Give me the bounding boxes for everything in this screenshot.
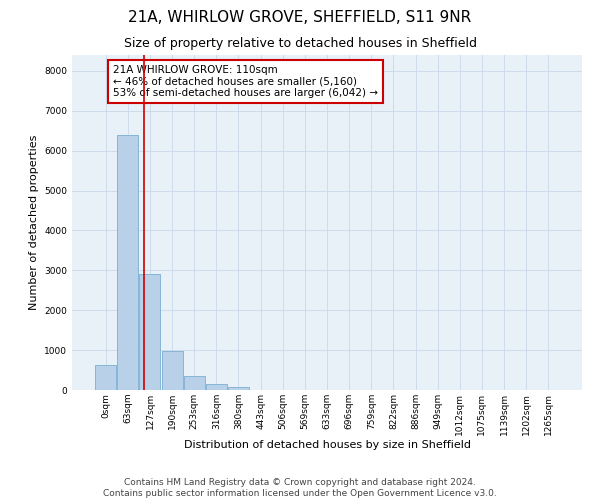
- Bar: [139, 274, 160, 390]
- Bar: [228, 387, 249, 390]
- Text: 21A WHIRLOW GROVE: 110sqm
← 46% of detached houses are smaller (5,160)
53% of se: 21A WHIRLOW GROVE: 110sqm ← 46% of detac…: [113, 65, 378, 98]
- Bar: [161, 352, 182, 390]
- Bar: [95, 366, 116, 390]
- Y-axis label: Number of detached properties: Number of detached properties: [29, 135, 38, 310]
- Bar: [184, 376, 205, 390]
- X-axis label: Distribution of detached houses by size in Sheffield: Distribution of detached houses by size …: [184, 440, 470, 450]
- Text: 21A, WHIRLOW GROVE, SHEFFIELD, S11 9NR: 21A, WHIRLOW GROVE, SHEFFIELD, S11 9NR: [128, 10, 472, 25]
- Text: Size of property relative to detached houses in Sheffield: Size of property relative to detached ho…: [124, 38, 476, 51]
- Bar: [206, 384, 227, 390]
- Text: Contains HM Land Registry data © Crown copyright and database right 2024.
Contai: Contains HM Land Registry data © Crown c…: [103, 478, 497, 498]
- Bar: [118, 135, 139, 390]
